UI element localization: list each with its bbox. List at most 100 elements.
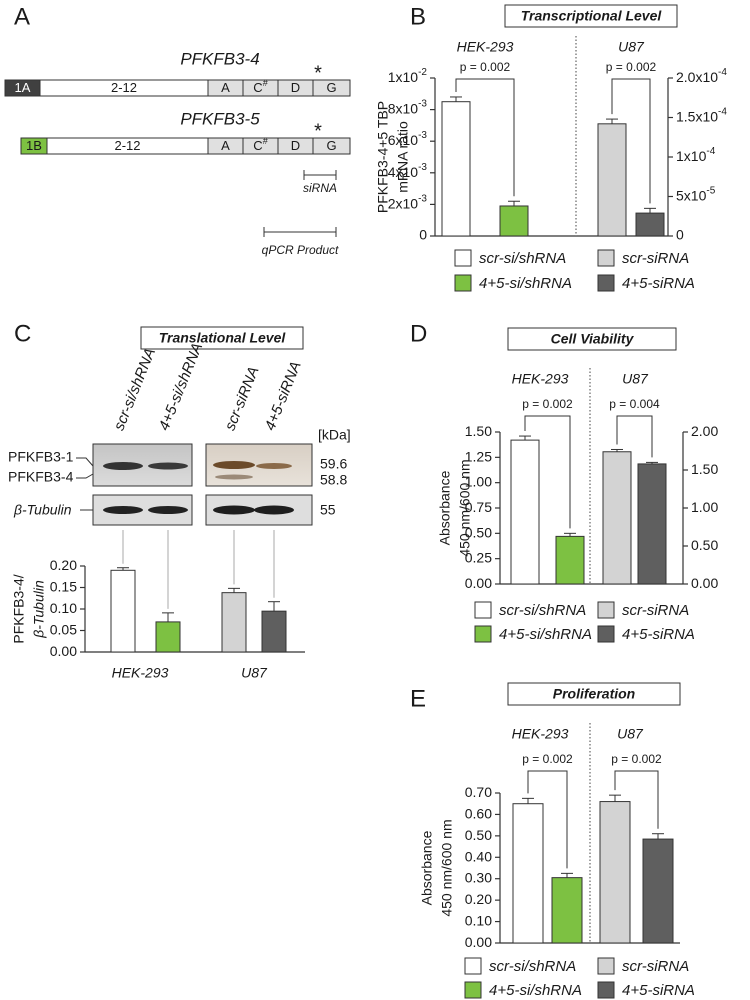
- tick-label-text: 0.50: [465, 827, 492, 843]
- exon-label-text: 2-12: [114, 138, 140, 153]
- tick-label-text: 2.0x10: [676, 69, 718, 85]
- chart-title: Translational Level: [159, 330, 287, 346]
- tick-label-text: 0.00: [465, 934, 492, 950]
- legend-label: scr-si/shRNA: [499, 602, 586, 619]
- tick-label: 0.20: [465, 891, 492, 907]
- legend-label: 4+5-siRNA: [622, 982, 695, 999]
- tick-label-text: 0.05: [50, 621, 77, 637]
- tick-label-text: 0.50: [465, 524, 492, 540]
- tick-label: 0: [676, 227, 684, 243]
- mutation-mark: *: [314, 62, 322, 84]
- exon-label-text: 1A: [15, 80, 31, 95]
- group-label: HEK-293: [457, 39, 514, 55]
- p-value: p = 0.002: [606, 60, 657, 74]
- legend-label: scr-siRNA: [622, 958, 689, 975]
- title-box: [507, 327, 677, 351]
- tick-label-sup: -4: [718, 106, 727, 117]
- tick-label-text: 5x10: [676, 187, 707, 203]
- significance-bracket: [524, 415, 571, 529]
- tick-label-text: 0.20: [465, 891, 492, 907]
- size-unit: [kDa]: [318, 427, 351, 443]
- bar: [551, 877, 583, 944]
- tick-label-text: 6x10: [388, 132, 419, 148]
- legend-label: scr-si/shRNA: [479, 250, 566, 267]
- exon-label: G: [326, 138, 336, 153]
- lane-label: 4+5-si/shRNA: [156, 340, 207, 433]
- exon-label: D: [291, 80, 300, 95]
- p-value: p = 0.002: [460, 60, 511, 74]
- y-axis-label: Absorbance: [437, 470, 453, 545]
- sirna-label: siRNA: [303, 181, 337, 195]
- tick-label: 0.50: [691, 537, 718, 553]
- tick-label: 0.05: [50, 621, 77, 637]
- tick-label-text: 1.50: [465, 423, 492, 439]
- tick-label-sup: -4: [706, 146, 715, 157]
- chart-title: Proliferation: [553, 686, 635, 702]
- legend-swatch: [597, 274, 615, 292]
- western-blot: PFKFB3-1 PFKFB3-4 [kDa] 59.6 58.8 β-Tubu…: [8, 427, 351, 526]
- tick-label: 0.50: [465, 524, 492, 540]
- bar: [602, 451, 632, 585]
- panel-letter: A: [14, 3, 30, 30]
- blot-band: [215, 474, 253, 480]
- gene-name: PFKFB3-4: [180, 49, 259, 68]
- tick-label-text: 0.50: [691, 537, 718, 553]
- tick-label-text: 0.70: [465, 784, 492, 800]
- tick-label: 1.25: [465, 448, 492, 464]
- exon-label: C#: [253, 136, 267, 153]
- tick-label-text: 1.00: [465, 473, 492, 489]
- significance-bracket: [614, 770, 659, 829]
- tick-label: 0.15: [50, 578, 77, 594]
- exon-label: A: [221, 138, 230, 153]
- legend-label: scr-siRNA: [622, 250, 689, 267]
- significance-bracket: [527, 770, 568, 869]
- tick-label: 2.00: [691, 423, 718, 439]
- band-label: PFKFB3-1: [8, 449, 74, 465]
- tick-label-text: 2.00: [691, 423, 718, 439]
- tick-label: 0: [419, 227, 427, 243]
- bar: [510, 439, 540, 585]
- exon-label-text: D: [291, 138, 300, 153]
- group-label: U87: [617, 726, 644, 742]
- tick-label: 1.5x10-4: [676, 106, 727, 124]
- tick-label: 0.00: [691, 575, 718, 591]
- exon-label-text: A: [221, 80, 230, 95]
- tick-label: 0.50: [465, 827, 492, 843]
- p-value: p = 0.002: [611, 752, 662, 766]
- legend-label: scr-si/shRNA: [489, 958, 576, 975]
- tick-label-text: 1x10: [676, 148, 707, 164]
- tick-label-text: 1.50: [691, 461, 718, 477]
- tick-label: 4x10-3: [388, 161, 428, 179]
- tick-label-text: 0.40: [465, 848, 492, 864]
- tick-label: 6x10-3: [388, 130, 428, 148]
- tick-label: 0.40: [465, 848, 492, 864]
- chart-title: Transcriptional Level: [521, 8, 663, 24]
- blot-band: [213, 461, 255, 469]
- exon-label-text: C: [253, 80, 262, 95]
- legend-label: 4+5-siRNA: [622, 626, 695, 643]
- tick-label-text: 0.75: [465, 499, 492, 515]
- exon-label-text: G: [326, 138, 336, 153]
- group-label: HEK-293: [512, 371, 569, 387]
- tick-label: 0.00: [465, 575, 492, 591]
- exon-label-text: C: [253, 138, 262, 153]
- tick-label-text: 0.25: [465, 549, 492, 565]
- mutation-mark: *: [314, 120, 322, 142]
- legend-swatch: [597, 601, 615, 619]
- y-axis-label: 450 nm/600 nm: [457, 459, 473, 556]
- tick-label: 1.50: [465, 423, 492, 439]
- panel-letter: E: [410, 685, 426, 712]
- y-axis-label: PFKFB3-4/: [11, 574, 27, 643]
- tick-label: 0.10: [50, 600, 77, 616]
- lane-label: scr-siRNA: [222, 364, 263, 433]
- band-size: 58.8: [320, 472, 347, 488]
- blot-band: [213, 505, 255, 515]
- group-label: U87: [622, 371, 649, 387]
- legend-swatch: [597, 957, 615, 975]
- tick-label: 2.0x10-4: [676, 67, 727, 85]
- tick-label: 0.00: [50, 643, 77, 659]
- y-axis-label: PFKFB3-4+5 TBP: [375, 101, 391, 213]
- significance-bracket: [616, 415, 653, 458]
